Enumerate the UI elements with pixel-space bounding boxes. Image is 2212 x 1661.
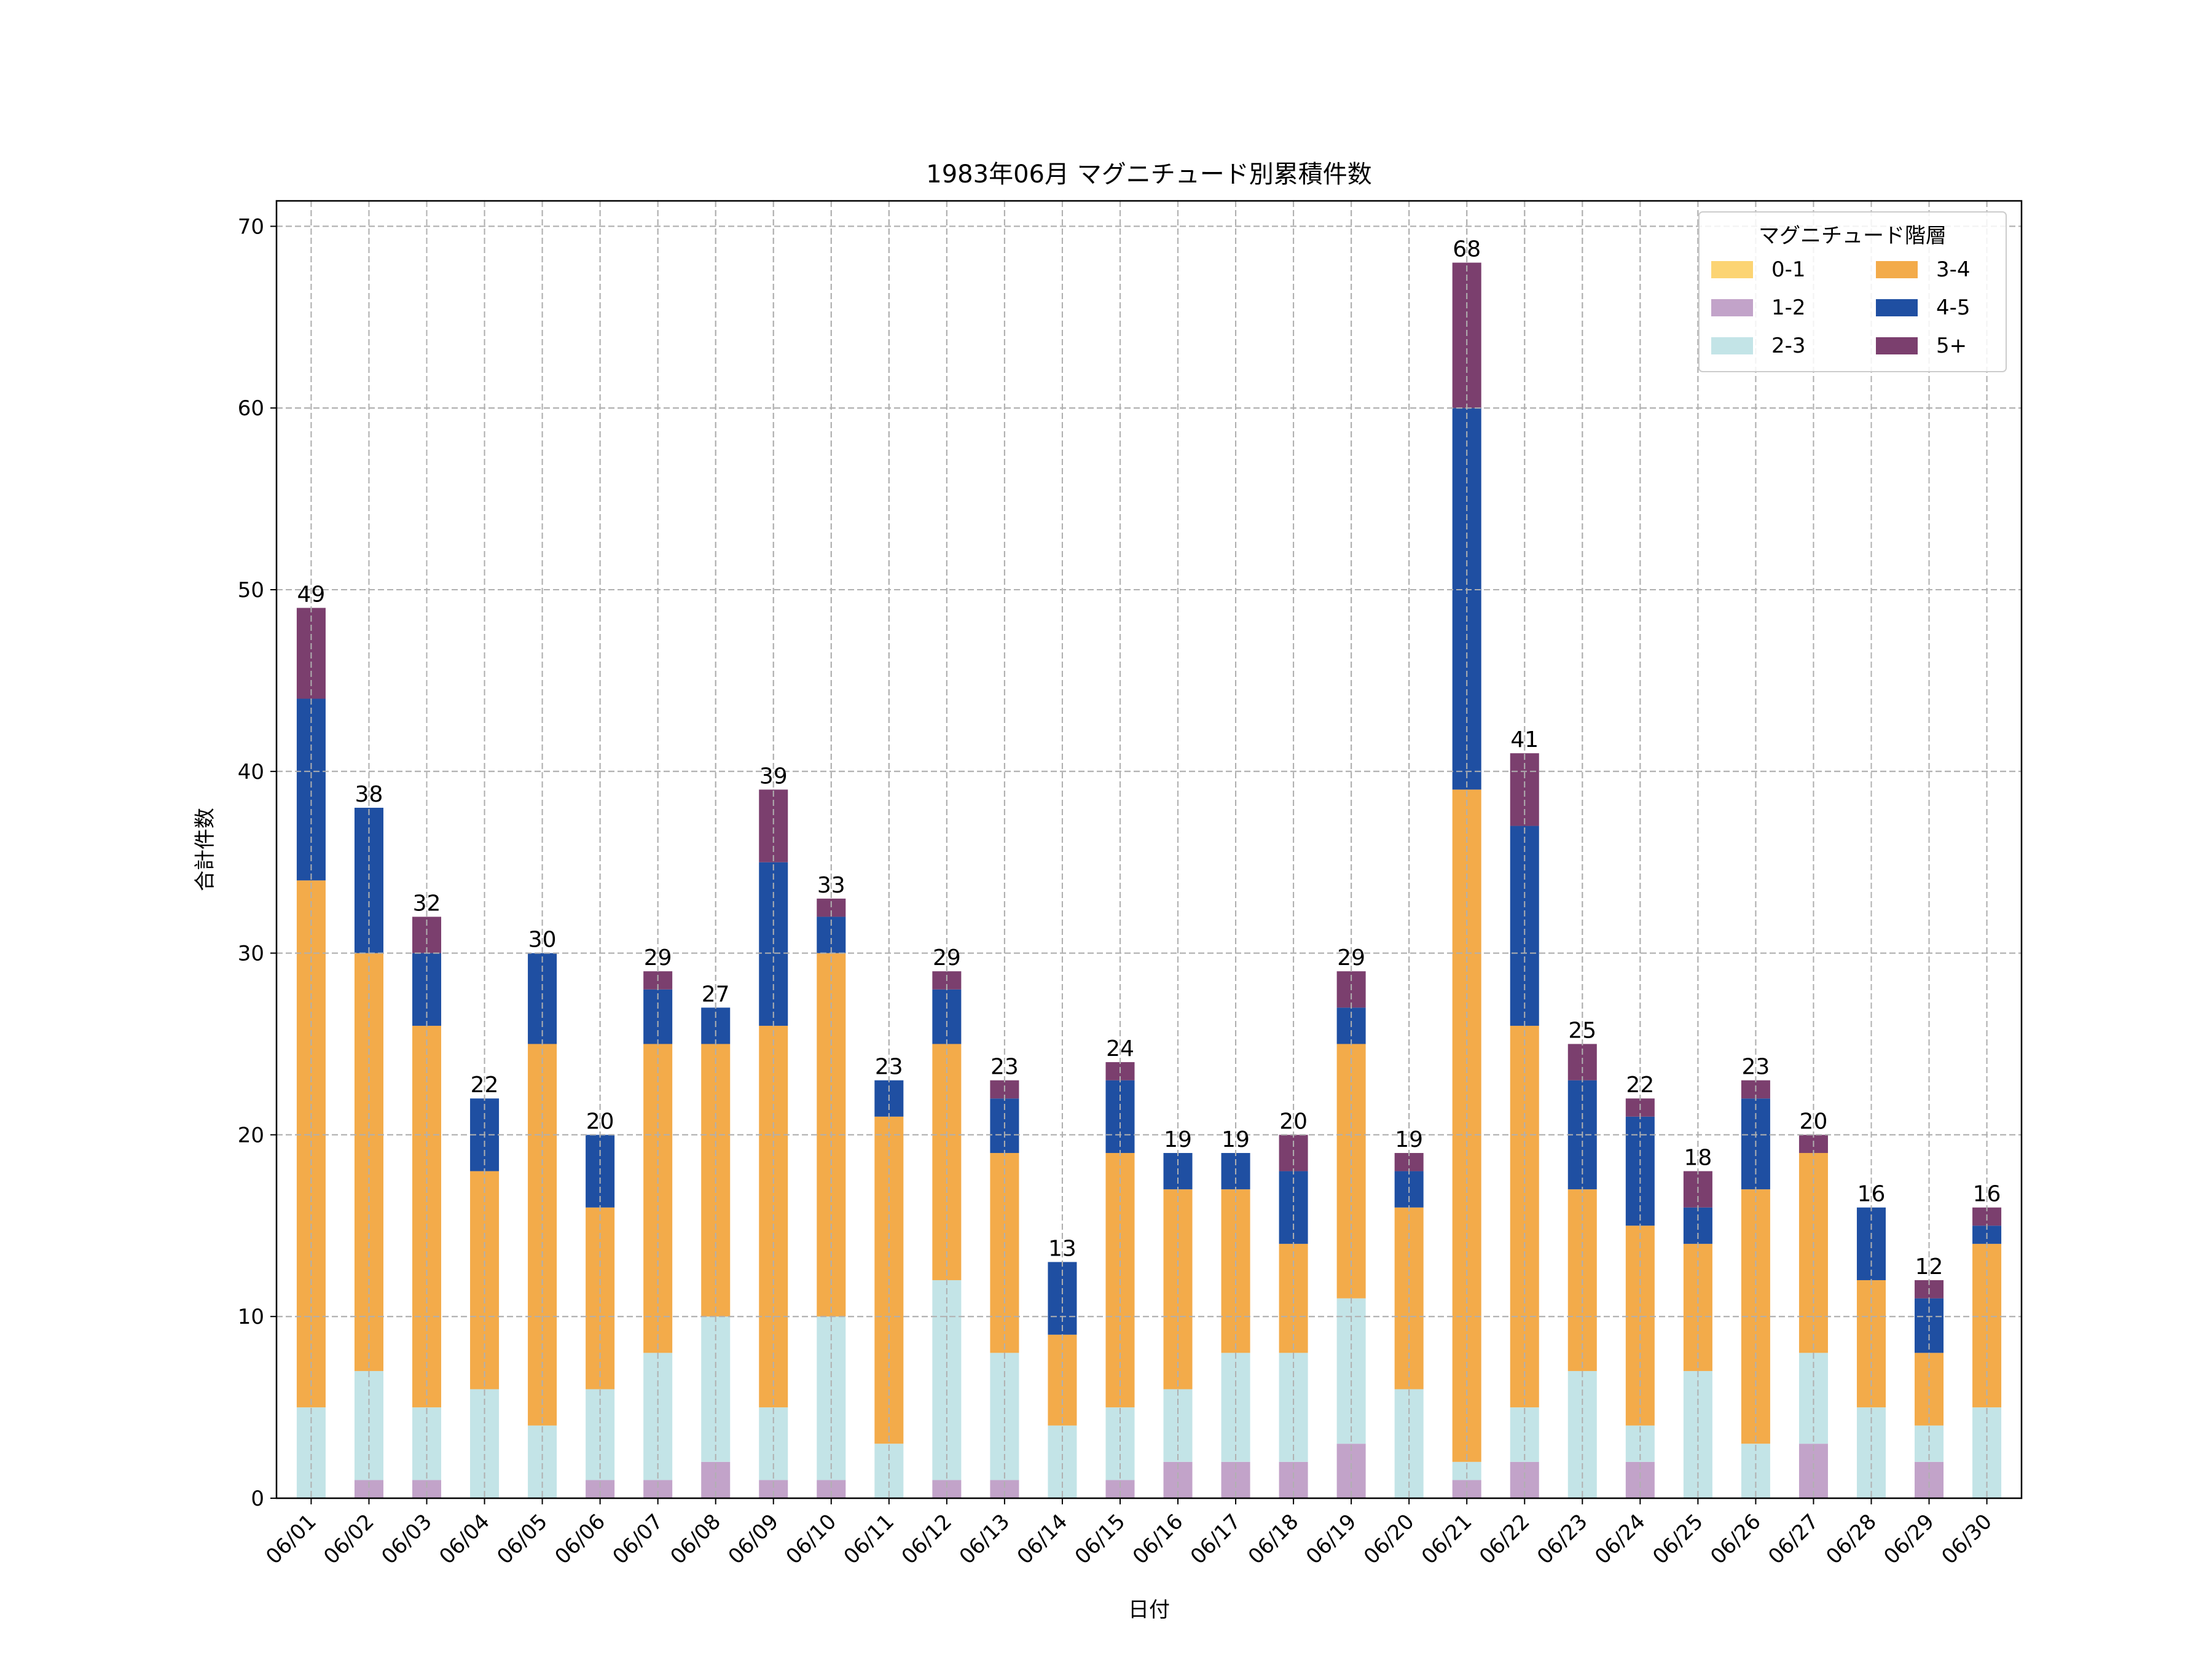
- y-tick-label: 0: [251, 1487, 264, 1511]
- y-tick-label: 30: [238, 942, 264, 966]
- bar-total-label: 23: [990, 1055, 1019, 1080]
- bar-segment-2-3: [1279, 1353, 1308, 1462]
- legend-items: 0-1 1-2 2-3 3-4 4-5 5+: [1711, 257, 1971, 358]
- legend-label-2-3: 2-3: [1771, 334, 1806, 358]
- legend-swatch-0-1: [1711, 261, 1753, 278]
- bar-segment-2-3: [470, 1389, 500, 1498]
- bar-segment-2-3: [1741, 1444, 1770, 1498]
- bar-segment-2-3: [1221, 1353, 1250, 1462]
- y-tick-label: 70: [238, 214, 264, 239]
- bar-total-label: 29: [1337, 945, 1365, 971]
- bar-total-label: 20: [1800, 1109, 1828, 1134]
- bar-total-label: 16: [1973, 1182, 2001, 1207]
- legend-label-3-4: 3-4: [1936, 257, 1971, 282]
- bar-total-label: 18: [1684, 1146, 1712, 1171]
- bar-segment-2-3: [1394, 1389, 1424, 1498]
- bar-total-label: 19: [1222, 1127, 1250, 1152]
- bar-total-label: 33: [817, 873, 845, 898]
- y-tick-label: 60: [238, 396, 264, 421]
- bar-segment-1-2: [1798, 1444, 1828, 1498]
- bar-total-label: 27: [702, 982, 730, 1007]
- bar-total-label: 41: [1510, 727, 1539, 752]
- bars-layer: [296, 262, 2002, 1498]
- axes-frame: [275, 200, 2023, 1499]
- legend: マグニチュード階層 0-1 1-2 2-3 3-4 4-5 5+: [1698, 211, 2007, 372]
- bar-total-label: 16: [1857, 1182, 1886, 1207]
- chart-title: 1983年06月 マグニチュード別累積件数: [926, 160, 1371, 189]
- bar-total-label: 30: [528, 928, 557, 953]
- bar-total-label: 25: [1568, 1018, 1596, 1044]
- bar-total-label: 29: [933, 945, 961, 971]
- bar-total-label: 19: [1395, 1127, 1423, 1152]
- legend-swatch-5+: [1876, 337, 1918, 354]
- bar-segment-2-3: [874, 1444, 904, 1498]
- y-tick-label: 10: [238, 1305, 264, 1329]
- bar-total-label: 38: [355, 782, 383, 807]
- legend-frame: [1698, 211, 2007, 372]
- bar-total-label: 68: [1453, 237, 1481, 262]
- legend-label-5+: 5+: [1936, 334, 1967, 358]
- y-tick-label: 50: [238, 578, 264, 603]
- bar-total-label: 29: [644, 945, 672, 971]
- bar-total-label: 20: [1279, 1109, 1308, 1134]
- legend-swatch-4-5: [1876, 299, 1918, 316]
- bar-total-label: 39: [759, 764, 788, 789]
- bar-total-label: 13: [1048, 1236, 1077, 1261]
- y-tick-label: 20: [238, 1123, 264, 1147]
- legend-label-4-5: 4-5: [1936, 295, 1971, 320]
- y-tick-label: 40: [238, 760, 264, 784]
- legend-swatch-2-3: [1711, 337, 1753, 354]
- legend-label-1-2: 1-2: [1771, 295, 1806, 320]
- x-axis-label: 日付: [1128, 1598, 1170, 1622]
- bar-total-label: 22: [1626, 1073, 1654, 1098]
- bar-total-label: 22: [471, 1073, 499, 1098]
- bar-total-label: 23: [1742, 1055, 1770, 1080]
- bar-total-label: 23: [875, 1055, 903, 1080]
- legend-swatch-3-4: [1876, 261, 1918, 278]
- bar-total-label: 49: [297, 582, 326, 608]
- grid-overlay: [276, 201, 2022, 1499]
- bar-segment-4-5: [296, 698, 326, 881]
- bar-segment-1-2: [1336, 1444, 1366, 1498]
- bar-total-label: 32: [413, 891, 441, 916]
- legend-swatch-1-2: [1711, 299, 1753, 316]
- y-axis-label: 合計件数: [193, 808, 218, 891]
- bar-total-label: 19: [1164, 1127, 1192, 1152]
- bar-segment-2-3: [354, 1370, 383, 1480]
- bar-total-label: 24: [1106, 1036, 1134, 1061]
- legend-label-0-1: 0-1: [1771, 257, 1806, 282]
- bar-total-label: 20: [586, 1109, 614, 1134]
- bar-segment-2-3: [1510, 1407, 1539, 1462]
- bar-total-label: 12: [1915, 1254, 1943, 1280]
- legend-title: マグニチュード階層: [1759, 224, 1947, 248]
- total-labels: 49 38 32 22 30 20 29 27 39 33 23 29 23 13 24 19 19 20 29 19…: [297, 237, 2001, 1280]
